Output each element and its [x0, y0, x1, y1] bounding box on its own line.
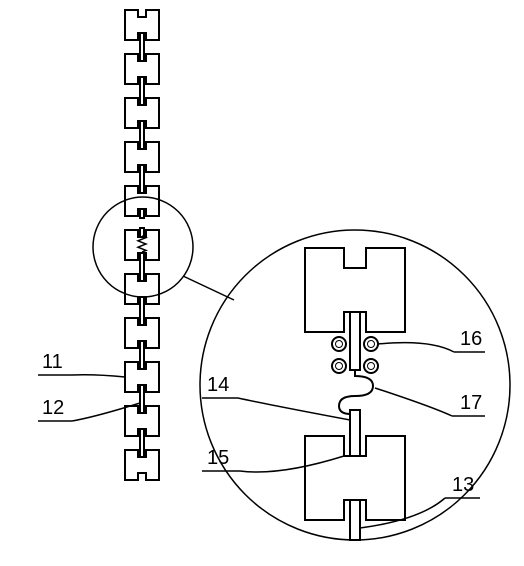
leader-line	[183, 276, 234, 300]
label-11: 11	[42, 351, 63, 373]
chain-overview	[125, 10, 159, 480]
label-16: 16	[460, 328, 482, 350]
label-15: 15	[207, 447, 229, 469]
label-13: 13	[452, 474, 474, 496]
label-17: 17	[460, 392, 482, 414]
chain-detail: 16 17 14 15 13	[202, 248, 485, 540]
label-14: 14	[207, 374, 229, 396]
label-12: 12	[42, 397, 64, 419]
